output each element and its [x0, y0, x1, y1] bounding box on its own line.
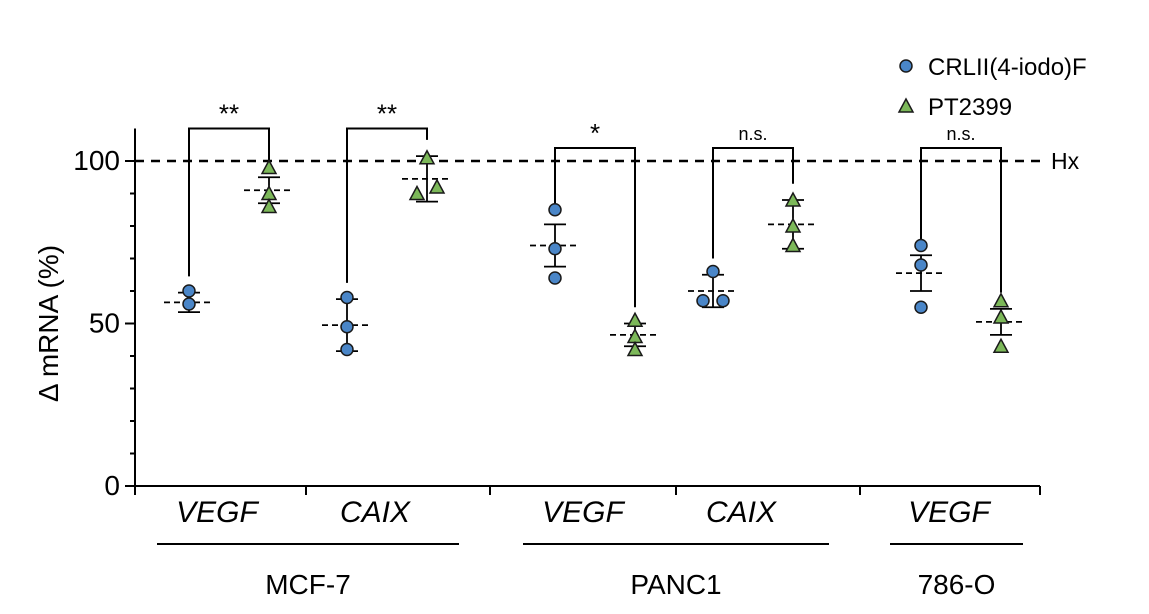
significance-bracket: [188, 127, 270, 277]
point-crlii: [340, 342, 354, 357]
point-pt2399: [408, 184, 426, 201]
x-category-label: VEGF: [176, 496, 259, 529]
point-crlii: [548, 242, 562, 256]
point-crlii: [716, 294, 730, 308]
significance-bracket: [920, 147, 1002, 293]
point-pt2399: [784, 236, 802, 253]
significance-label: n.s.: [946, 124, 975, 144]
significance-label: *: [590, 118, 600, 148]
point-crlii: [340, 320, 354, 334]
axes: 0 50 100 Δ mRNA (%) VEGF CAIX VEGF CAIX VEGF MCF-…: [33, 128, 1041, 600]
y-tick-label: 0: [104, 470, 120, 501]
point-crlii: [182, 297, 196, 311]
point-crlii: [548, 271, 562, 285]
reference-line-group: Hx: [135, 148, 1080, 174]
point-pt2399: [260, 197, 278, 214]
legend-marker-pt2399: [897, 97, 915, 113]
point-crlii: [914, 300, 928, 314]
significance-label: **: [219, 99, 239, 129]
point-pt2399: [260, 158, 278, 175]
point-crlii: [182, 284, 196, 298]
point-pt2399: [626, 340, 644, 357]
legend-label-pt2399: PT2399: [928, 94, 1012, 121]
point-pt2399: [992, 337, 1010, 353]
legend: CRLII(4-iodo)F PT2399: [897, 54, 1087, 121]
y-axis-label: Δ mRNA (%): [33, 245, 64, 402]
significance-bracket: [554, 147, 636, 308]
point-pt2399: [626, 327, 644, 344]
x-category-label: VEGF: [542, 496, 625, 529]
point-pt2399: [428, 178, 446, 194]
y-tick-label: 50: [89, 308, 120, 339]
significance-brackets: ** *** n.s. n.s.: [188, 99, 1002, 308]
reference-line-label: Hx: [1051, 148, 1080, 174]
x-category-label: CAIX: [706, 496, 777, 529]
group-label: MCF-7: [265, 569, 351, 600]
y-tick-label: 100: [73, 145, 120, 176]
legend-marker-crlii: [899, 59, 913, 73]
significance-bracket: [346, 127, 428, 283]
error-bars: [164, 155, 1026, 353]
data-points: [182, 149, 1010, 357]
significance-label: **: [377, 99, 397, 129]
point-pt2399: [784, 217, 802, 233]
group-label: PANC1: [630, 569, 721, 600]
significance-bracket: [712, 147, 794, 259]
point-pt2399: [992, 308, 1010, 324]
point-pt2399: [626, 311, 644, 327]
x-category-label: VEGF: [908, 496, 991, 529]
point-pt2399: [260, 184, 278, 201]
legend-label-crlii: CRLII(4-iodo)F: [928, 54, 1087, 81]
point-crlii: [340, 290, 354, 305]
point-crlii: [914, 238, 928, 253]
point-pt2399: [784, 191, 802, 207]
x-category-label: CAIX: [340, 496, 411, 529]
point-crlii: [696, 294, 710, 308]
point-pt2399: [418, 149, 436, 165]
point-crlii: [914, 258, 928, 272]
group-label: 786-O: [918, 569, 996, 600]
significance-label: n.s.: [738, 124, 767, 144]
point-crlii: [706, 264, 720, 279]
point-pt2399: [992, 292, 1010, 308]
point-crlii: [548, 203, 562, 217]
